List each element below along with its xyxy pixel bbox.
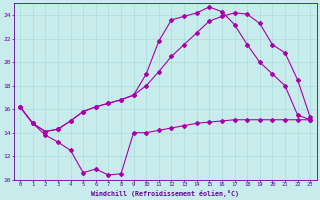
X-axis label: Windchill (Refroidissement éolien,°C): Windchill (Refroidissement éolien,°C) [91,190,239,197]
